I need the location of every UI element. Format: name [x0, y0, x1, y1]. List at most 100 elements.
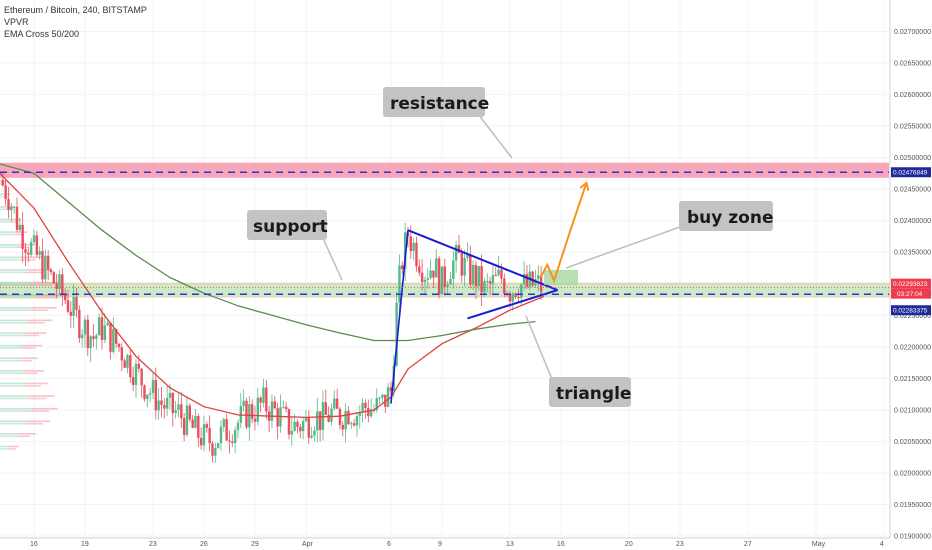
candle-body: [4, 185, 7, 200]
candle-body: [520, 284, 523, 298]
x-tick-label: 16: [557, 541, 565, 548]
candle-body: [335, 398, 339, 409]
candle-body: [253, 418, 257, 422]
volume-bar-down: [15, 231, 28, 233]
candle-body: [219, 426, 223, 444]
triangle-label: triangle: [549, 377, 631, 407]
candle-body: [500, 269, 503, 279]
candle-body: [531, 271, 534, 286]
candle-body: [160, 400, 163, 406]
volume-bar-up: [0, 319, 29, 322]
x-tick-label: 26: [200, 541, 208, 548]
candle-body: [148, 393, 152, 395]
candle-body: [15, 206, 19, 230]
candle-body: [222, 419, 226, 427]
candle-body: [32, 235, 36, 243]
candle-body: [358, 412, 361, 417]
x-tick-label: May: [812, 541, 826, 548]
candle-body: [460, 252, 463, 276]
y-tick-label: 0.02350000: [894, 250, 931, 257]
candle-body: [270, 401, 274, 421]
indicator-vpvr[interactable]: VPVR: [4, 17, 29, 27]
countdown-tag: 03:27:04: [891, 288, 931, 299]
volume-bar-up: [0, 306, 32, 309]
candle-body: [182, 418, 186, 435]
volume-bar-up: [0, 370, 25, 372]
candle-body: [259, 397, 262, 403]
candle-body: [202, 424, 206, 446]
volume-bar-up: [0, 195, 6, 198]
support-callout-line: [321, 235, 343, 281]
volume-bar-down: [25, 332, 47, 334]
candle-body: [151, 380, 155, 394]
candle-body: [429, 270, 432, 279]
indicator-ema-cross[interactable]: EMA Cross 50/200: [4, 29, 80, 39]
candle-body: [123, 360, 126, 368]
candle-body: [27, 252, 30, 255]
candle-body: [318, 411, 322, 430]
candle-body: [97, 317, 101, 336]
volume-bar-up: [0, 448, 10, 450]
volume-bar-down: [25, 422, 43, 425]
candle-body: [236, 422, 240, 430]
candle-body: [109, 322, 112, 352]
y-tick-label: 0.02250000: [894, 313, 931, 320]
candle-body: [185, 405, 189, 435]
candle-body: [304, 416, 308, 422]
volume-bar-up: [0, 372, 23, 375]
candle-body: [205, 424, 209, 428]
volume-bar-up: [0, 422, 26, 425]
candle-body: [338, 408, 342, 426]
triangle-upper-line: [407, 229, 558, 291]
candle-body: [140, 368, 143, 386]
candle-body: [403, 232, 407, 269]
candle-body: [112, 329, 115, 352]
candle-body: [89, 336, 92, 349]
volume-bar-up: [0, 382, 27, 385]
volume-bar-up: [0, 258, 21, 261]
volume-bar-down: [22, 372, 38, 375]
x-tick-label: 6: [387, 541, 391, 548]
volume-bar-down: [28, 410, 50, 412]
candle-body: [214, 447, 217, 456]
candle-body: [418, 266, 421, 273]
time-axis[interactable]: 16 19 23 26 29 Apr 6 9 13 16 20 23 27 May 4: [0, 537, 890, 550]
candle-body: [361, 402, 364, 413]
buy-zone-box: [543, 269, 578, 286]
candle-body: [63, 294, 67, 301]
candle-body: [41, 251, 44, 280]
candle-body: [454, 245, 458, 261]
x-tick-label: 13: [506, 541, 514, 548]
candle-body: [120, 347, 124, 361]
volume-bar-down: [17, 435, 31, 438]
candle-body: [508, 294, 512, 302]
candle-body: [117, 343, 121, 348]
candle-body: [1, 179, 5, 186]
volume-bar-up: [0, 344, 24, 347]
volume-bar-up: [0, 218, 12, 221]
candle-body: [80, 334, 84, 339]
volume-bar-down: [13, 233, 24, 236]
chart-drawings: [390, 181, 590, 404]
candle-body: [412, 242, 415, 252]
candle-body: [522, 274, 526, 285]
price-axis[interactable]: 0.02700000 0.02650000 0.02600000 0.02550000…: [889, 0, 932, 550]
volume-bar-up: [0, 208, 8, 211]
candle-body: [137, 363, 141, 369]
candle-body: [177, 404, 180, 411]
candle-body: [435, 258, 438, 278]
buy-zone-label: buy zone: [679, 201, 773, 231]
candle-body: [52, 272, 56, 284]
support-label: support: [247, 210, 328, 240]
candle-body: [92, 336, 95, 339]
candle-body: [265, 387, 268, 412]
candle-body: [58, 274, 61, 289]
volume-bar-up: [0, 322, 27, 324]
y-tick-label: 0.02500000: [894, 155, 931, 162]
candle-body: [299, 426, 302, 432]
candle-body: [381, 394, 384, 398]
candle-body: [537, 275, 540, 280]
volume-bar-down: [26, 322, 45, 324]
volume-bar-up: [0, 420, 28, 423]
